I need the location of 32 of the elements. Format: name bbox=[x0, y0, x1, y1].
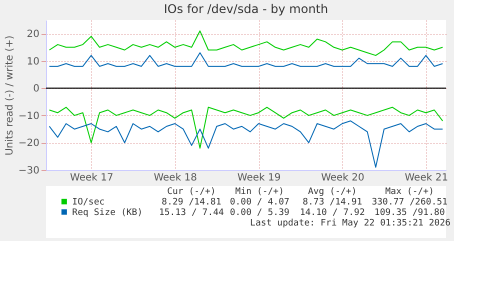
text: 0.00 / 5.39 bbox=[230, 208, 290, 218]
text: 8.73 /14.91 bbox=[302, 198, 362, 208]
x-tick-label: Week 19 bbox=[237, 172, 281, 184]
y-tick-label: −30 bbox=[18, 166, 40, 176]
text: 109.35 /91.80 bbox=[374, 208, 445, 218]
chart-title: IOs for /dev/sda - by month bbox=[164, 2, 328, 16]
line-series bbox=[48, 120, 444, 168]
text: 8.29 /14.81 bbox=[162, 198, 222, 208]
text: Avg (-/+) bbox=[308, 187, 357, 198]
y-tick-label: −10 bbox=[18, 110, 40, 122]
y-tick-label: 20 bbox=[26, 29, 40, 40]
text: 0.00 / 4.07 bbox=[230, 198, 290, 208]
text: Max (-/+) bbox=[385, 187, 434, 198]
legend-label: IO/sec bbox=[72, 198, 105, 208]
text: 330.77 /260.51 bbox=[372, 198, 448, 208]
line-series bbox=[48, 52, 444, 67]
line-series bbox=[48, 30, 444, 56]
x-tick-label: Week 21 bbox=[404, 172, 448, 184]
text: 14.10 / 7.92 bbox=[300, 208, 365, 218]
y-tick-label: −20 bbox=[18, 138, 40, 150]
line-series bbox=[48, 106, 444, 149]
x-tick-label: Week 17 bbox=[70, 172, 114, 184]
x-tick-label: Week 20 bbox=[321, 172, 364, 184]
y-tick-label: 10 bbox=[26, 56, 40, 68]
y-tick-label: 0 bbox=[33, 84, 40, 95]
legend-label: Req Size (KB) bbox=[72, 208, 143, 218]
text: Min (-/+) bbox=[235, 187, 284, 198]
text: Last update: Fri May 22 01:35:21 2026 bbox=[250, 218, 451, 228]
y-axis-title: Units read (-) / write (+) bbox=[4, 35, 16, 156]
x-tick-label: Week 18 bbox=[154, 172, 198, 184]
text: 15.13 / 7.44 bbox=[158, 208, 224, 218]
text: Cur (-/+) bbox=[167, 187, 216, 198]
